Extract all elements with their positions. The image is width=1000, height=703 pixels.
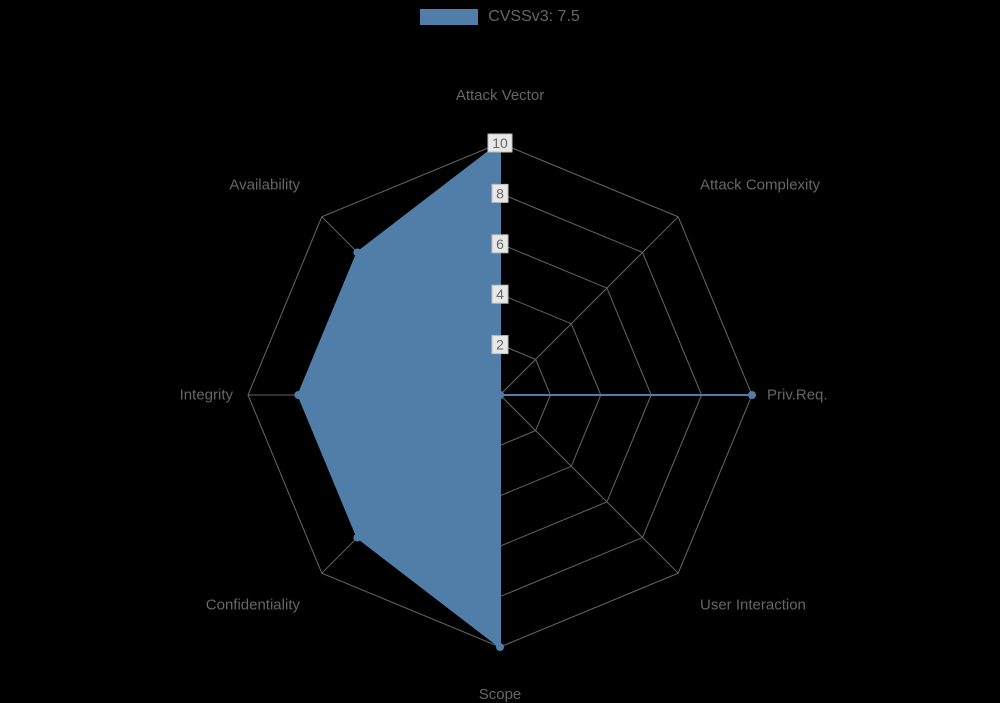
chart-legend: CVSSv3: 7.5 <box>0 8 1000 26</box>
axis-label: Integrity <box>180 387 233 404</box>
radar-chart-container: CVSSv3: 7.5 2 4 6 8 10 Attack Vector Attack C… <box>0 0 1000 700</box>
axis-label: Scope <box>479 686 522 703</box>
axis-label: Availability <box>229 176 300 193</box>
svg-text:4: 4 <box>496 286 504 302</box>
legend-label: CVSSv3: 7.5 <box>488 8 580 26</box>
axis-label: Attack Vector <box>456 87 544 104</box>
svg-text:8: 8 <box>496 185 504 201</box>
radar-svg: 2 4 6 8 10 <box>0 0 1000 700</box>
svg-text:10: 10 <box>492 135 508 151</box>
legend-swatch <box>420 9 478 25</box>
axis-label: Priv.Req. <box>767 387 828 404</box>
svg-text:2: 2 <box>496 337 504 353</box>
axis-label: Attack Complexity <box>700 176 820 193</box>
svg-text:6: 6 <box>496 236 504 252</box>
axis-label: Confidentiality <box>206 597 300 614</box>
axis-label: User Interaction <box>700 597 806 614</box>
